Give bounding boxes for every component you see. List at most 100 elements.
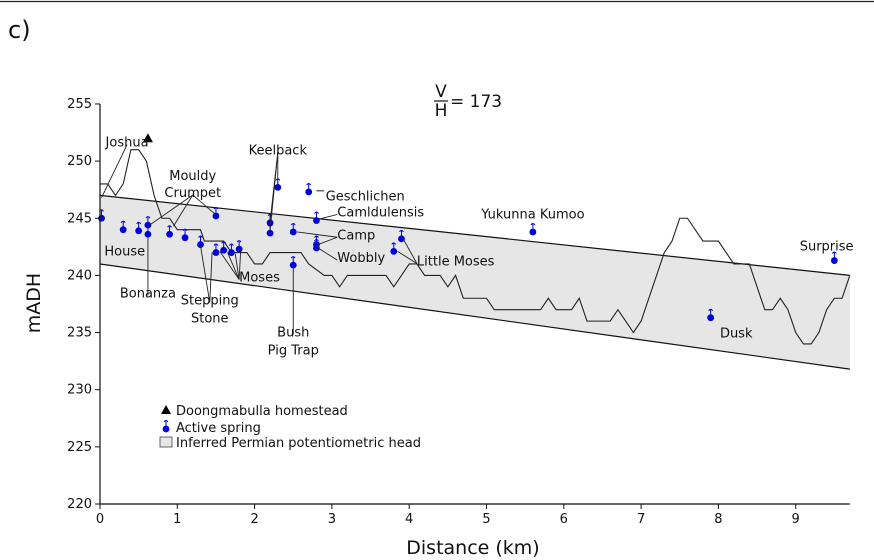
spring-marker-dot <box>135 227 143 235</box>
y-tick-label: 230 <box>67 383 92 398</box>
spring-marker-head <box>290 256 296 259</box>
y-tick-label: 220 <box>67 497 92 512</box>
spring-marker-head <box>136 221 142 225</box>
spring-marker-dot <box>289 261 297 269</box>
spring-label: Little Moses <box>417 255 495 270</box>
spring-marker-head <box>228 243 234 246</box>
spring-marker-dot <box>166 230 173 238</box>
spring-label: Stone <box>191 312 229 327</box>
x-axis-label: Distance (km) <box>406 537 539 559</box>
spring-marker-dot <box>212 249 220 256</box>
x-tick-label: 0 <box>96 512 104 527</box>
spring-marker-head <box>314 211 319 214</box>
spring-marker <box>162 420 170 433</box>
spring-marker-dot <box>266 219 274 227</box>
x-tick-label: 7 <box>637 512 645 527</box>
spring-marker-dot <box>162 425 170 433</box>
spring-marker-head <box>182 228 188 231</box>
spring-marker <box>212 243 220 256</box>
spring-label: Camp <box>337 228 375 243</box>
y-tick-label: 245 <box>67 211 92 226</box>
y-tick-label: 240 <box>67 268 92 283</box>
spring-marker-dot <box>289 228 297 236</box>
spring-marker-dot <box>274 183 282 191</box>
spring-marker <box>228 243 235 256</box>
leader-line <box>403 239 418 264</box>
leader-line <box>297 231 338 238</box>
legend-label: Doongmabulla homestead <box>176 404 348 419</box>
leader-line <box>200 245 211 303</box>
leader-line <box>173 194 194 227</box>
spring-marker-dot <box>235 245 243 253</box>
spring-marker-dot <box>212 212 220 220</box>
spring-label: Yukunna Kumoo <box>480 208 584 223</box>
spring-marker <box>181 228 189 242</box>
spring-marker <box>830 251 838 264</box>
spring-label: Bonanza <box>120 287 176 302</box>
spring-marker <box>212 206 220 220</box>
x-tick-label: 3 <box>328 512 336 527</box>
x-tick-label: 4 <box>405 512 413 527</box>
leader-line <box>238 250 242 280</box>
spring-label: Geschlichen <box>326 189 405 204</box>
spring-marker-head <box>236 240 242 243</box>
spring-marker-head <box>221 241 227 244</box>
plot-area <box>98 133 851 370</box>
spring-marker-head <box>306 182 312 186</box>
spring-marker <box>390 242 398 255</box>
leader-line <box>397 251 418 264</box>
x-tick-label: 8 <box>714 512 722 527</box>
spring-marker-dot <box>830 257 838 264</box>
ratio-value: = 173 <box>450 92 502 112</box>
panel-label: c) <box>8 16 31 44</box>
y-tick-label: 250 <box>67 154 92 169</box>
leader-line <box>101 144 128 198</box>
spring-marker-dot <box>181 234 189 242</box>
legend-triangle-icon <box>161 405 171 414</box>
spring-label: Pig Trap <box>268 344 319 359</box>
leader-line <box>227 252 240 280</box>
spring-label: Camldulensis <box>337 205 424 220</box>
spring-marker-head <box>314 238 319 242</box>
spring-marker <box>135 221 143 235</box>
x-tick-label: 6 <box>560 512 568 527</box>
spring-marker-dot <box>119 226 127 234</box>
spring-marker-dot <box>228 249 235 256</box>
spring-marker-dot <box>398 235 405 243</box>
spring-marker-head <box>163 420 169 423</box>
spring-marker <box>220 241 228 254</box>
spring-marker-head <box>145 216 151 219</box>
spring-marker-dot <box>313 217 320 224</box>
spring-marker <box>398 229 405 243</box>
spring-marker <box>707 308 715 322</box>
homestead-marker <box>142 133 153 143</box>
leader-line <box>234 253 240 280</box>
spring-marker-head <box>708 308 714 311</box>
spring-label: Keelback <box>249 144 308 159</box>
ratio-denominator: H <box>435 101 448 121</box>
spring-marker-dot <box>390 247 398 255</box>
x-tick-label: 5 <box>482 512 490 527</box>
legend-label: Active spring <box>176 421 261 436</box>
spring-marker-head <box>391 242 397 245</box>
x-tick-label: 9 <box>792 512 800 527</box>
spring-marker-head <box>120 220 126 223</box>
spring-marker-head <box>198 235 203 238</box>
leader-line <box>192 194 217 216</box>
spring-labels: Joshua House Bonanza Mouldy Crumpet Stepping S… <box>101 136 854 359</box>
leader-line <box>219 251 240 280</box>
spring-marker-dot <box>266 229 274 237</box>
spring-marker-head <box>314 235 319 238</box>
spring-marker-dot <box>313 244 320 252</box>
spring-marker <box>529 222 537 236</box>
spring-marker-dot <box>144 230 152 238</box>
spring-marker-dot <box>197 241 204 248</box>
y-axis-label: mADH <box>23 273 45 333</box>
spring-label: Crumpet <box>164 186 221 201</box>
spring-marker-head <box>213 206 219 210</box>
spring-marker-head <box>399 229 404 233</box>
spring-marker <box>289 222 297 236</box>
x-tick-label: 2 <box>250 512 258 527</box>
spring-marker-dot <box>305 188 313 196</box>
